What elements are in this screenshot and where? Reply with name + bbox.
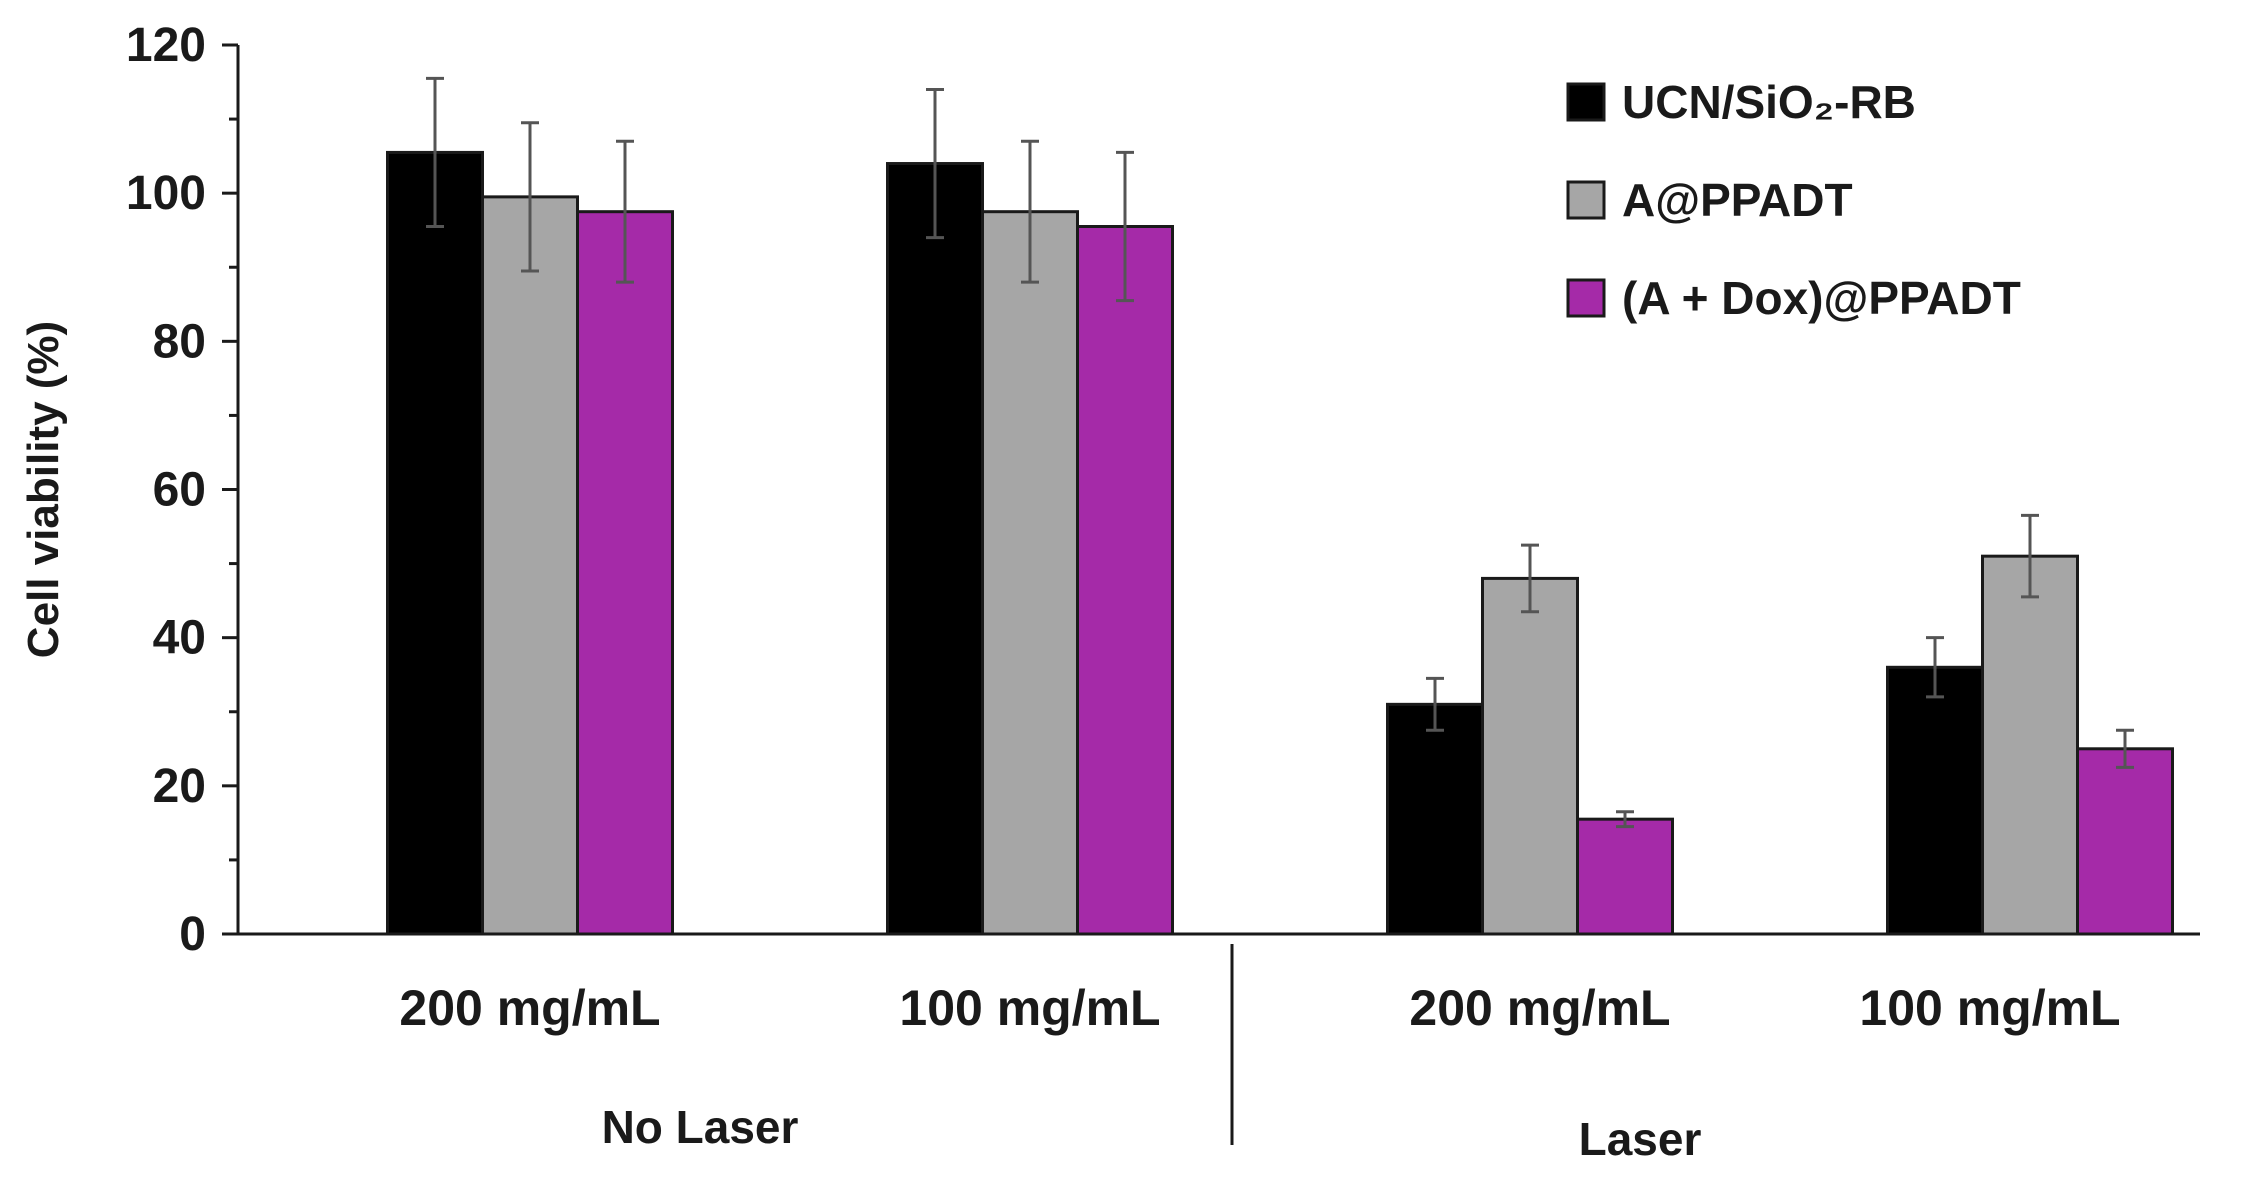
bar-series-2-cat-2 — [981, 210, 1079, 936]
legend-label-2: A@PPADT — [1622, 174, 1853, 226]
legend: UCN/SiO₂-RB A@PPADT (A + Dox)@PPADT — [1566, 76, 2021, 324]
x-category-label: 200 mg/mL — [1409, 980, 1670, 1036]
bar-series-3-cat-1 — [576, 210, 674, 936]
bar-series-1-cat-4 — [1886, 665, 1984, 936]
bars-layer — [386, 150, 2174, 936]
y-tick-label: 60 — [153, 464, 206, 517]
bar-series-3-cat-2 — [1076, 225, 1174, 936]
y-tick-label: 120 — [126, 19, 206, 72]
bar-series-2-cat-4 — [1981, 554, 2079, 936]
y-tick-label: 40 — [153, 612, 206, 665]
y-tick-label: 20 — [153, 760, 206, 813]
bar-series-2-cat-3 — [1481, 576, 1579, 936]
error-bars-layer — [426, 76, 2134, 829]
y-tick-label: 100 — [126, 167, 206, 220]
x-category-label: 100 mg/mL — [1859, 980, 2120, 1036]
legend-label-3: (A + Dox)@PPADT — [1622, 272, 2021, 324]
bar-series-1-cat-1 — [386, 150, 484, 936]
bar-series-3-cat-3 — [1576, 817, 1674, 936]
x-group-label: Laser — [1579, 1113, 1702, 1165]
bar-series-1-cat-2 — [886, 162, 984, 936]
labels-layer: 0 20 40 60 80 100 120 Cell viability (%) 200 mg/… — [19, 19, 2121, 1165]
legend-swatch-2 — [1566, 180, 1606, 220]
x-category-label: 200 mg/mL — [399, 980, 660, 1036]
legend-label-1: UCN/SiO₂-RB — [1622, 76, 1916, 128]
y-axis-title: Cell viability (%) — [19, 321, 68, 658]
y-tick-label: 0 — [179, 908, 206, 961]
bar-series-2-cat-1 — [481, 195, 579, 936]
x-category-label: 100 mg/mL — [899, 980, 1160, 1036]
legend-swatch-1 — [1566, 82, 1606, 122]
x-group-label: No Laser — [602, 1101, 799, 1153]
bar-series-1-cat-3 — [1386, 702, 1484, 936]
legend-swatch-3 — [1566, 278, 1606, 318]
y-tick-label: 80 — [153, 315, 206, 368]
bar-series-3-cat-4 — [2076, 747, 2174, 936]
